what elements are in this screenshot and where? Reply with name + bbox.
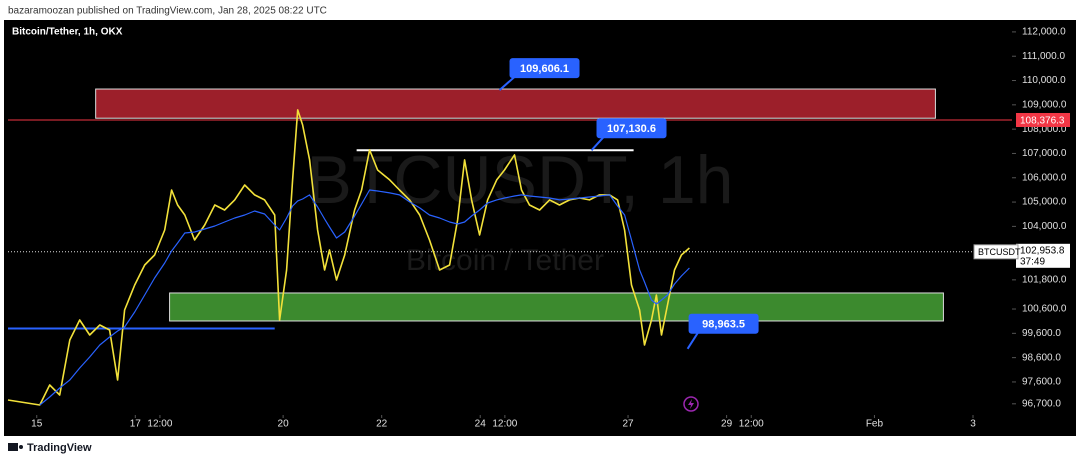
y-tick-label: 111,000.0 — [1022, 51, 1065, 62]
lightning-icon — [683, 396, 699, 412]
y-tick-label: 107,000.0 — [1022, 148, 1067, 159]
x-tick-label: 17 — [130, 419, 142, 430]
symbol-tag — [973, 244, 1019, 260]
publisher-line: bazaramoozan published on TradingView.co… — [8, 6, 327, 17]
y-tick-label: 108,000.0 — [1022, 124, 1067, 135]
y-tick-label: 106,000.0 — [1022, 172, 1067, 183]
y-tick-label: 105,000.0 — [1022, 197, 1067, 208]
x-tick-label: 12:00 — [492, 419, 517, 430]
symbol-label: BTCUSDT — [978, 247, 1021, 257]
callout-box — [509, 58, 580, 79]
footer-brand: TradingView — [27, 442, 92, 454]
y-tick-label: 109,000.0 — [1022, 99, 1067, 110]
last-price-label: 102,953.8 — [1020, 245, 1065, 256]
callout-box — [688, 313, 759, 334]
y-tick-label: 96,700.0 — [1022, 398, 1061, 409]
y-tick-label: 99,600.0 — [1022, 328, 1061, 339]
x-tick-label: 22 — [376, 419, 388, 430]
x-tick-label: 27 — [622, 419, 634, 430]
y-tick-label: 101,800.0 — [1022, 274, 1067, 285]
alert-price-label: 108,376.3 — [1020, 116, 1065, 127]
callout-label: 98,963.5 — [702, 319, 745, 331]
x-tick-label: Feb — [866, 419, 884, 430]
callout-label: 107,130.6 — [607, 123, 656, 135]
y-tick-label: 104,000.0 — [1022, 221, 1067, 232]
x-tick-label: 15 — [31, 419, 43, 430]
countdown-label: 37:49 — [1020, 256, 1045, 267]
y-tick-label: 110,000.0 — [1022, 75, 1066, 86]
watermark-subtitle: Bitcoin / Tether — [406, 244, 604, 277]
callout-box — [596, 118, 667, 139]
y-tick-label: 100,600.0 — [1022, 304, 1067, 315]
x-tick-label: 3 — [970, 419, 976, 430]
x-tick-label: 29 — [721, 419, 733, 430]
chart-title: Bitcoin/Tether, 1h, OKX — [12, 27, 123, 38]
y-tick-label: 97,600.0 — [1022, 377, 1061, 388]
callout-label: 109,606.1 — [520, 63, 569, 75]
tradingview-logo — [8, 443, 23, 451]
last-price-tag — [1016, 243, 1070, 268]
y-tick-label: 112,000.0 — [1022, 27, 1066, 38]
x-tick-label: 12:00 — [147, 419, 172, 430]
x-tick-label: 24 — [475, 419, 487, 430]
y-tick-label: 98,600.0 — [1022, 352, 1061, 363]
zone — [169, 292, 944, 322]
alert-price-tag — [1016, 112, 1070, 127]
price-line — [7, 109, 690, 406]
zone — [95, 88, 936, 119]
x-tick-label: 12:00 — [739, 419, 764, 430]
moving-average — [39, 189, 690, 406]
x-tick-label: 20 — [278, 419, 290, 430]
